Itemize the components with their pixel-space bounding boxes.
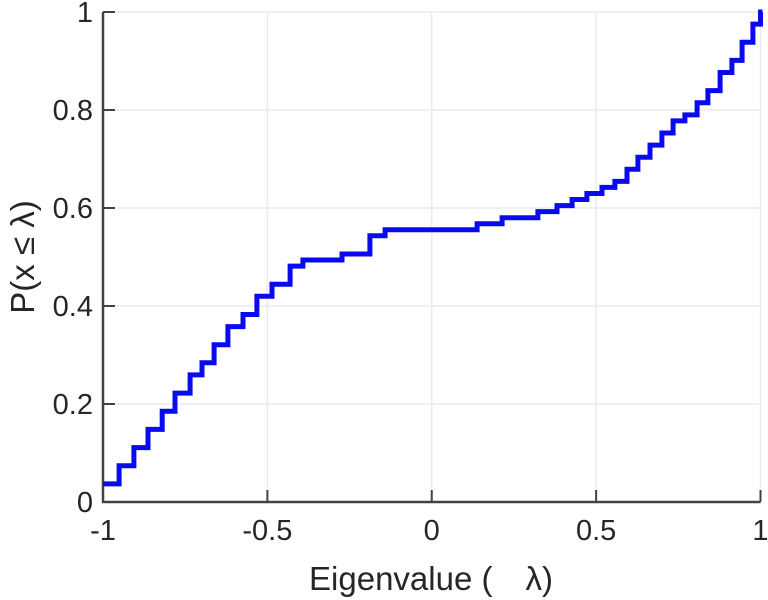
x-axis-label: Eigenvalue ( λ) [309, 560, 553, 597]
y-tick-label: 0.6 [53, 193, 93, 225]
x-tick-label: -0.5 [242, 515, 292, 547]
y-tick-label: 0.4 [53, 291, 93, 323]
gridlines [102, 11, 762, 503]
x-tick-label: 1 [752, 515, 768, 547]
cdf-stairs-line [103, 9, 763, 487]
y-tick-label: 0.2 [53, 389, 93, 421]
y-tick-label: 0.8 [53, 95, 93, 127]
tick-marks [102, 11, 762, 503]
y-axis-label: P(x ≤ λ) [4, 200, 41, 313]
y-tick-label: 0 [77, 487, 93, 519]
x-tick-label: 0.5 [576, 515, 616, 547]
x-tick-label: 0 [424, 515, 440, 547]
tick-labels: -1 -0.5 0 0.5 1 0 0.2 0.4 0.6 0.8 1 [53, 0, 768, 547]
x-tick-label: -1 [90, 515, 116, 547]
y-tick-label: 1 [77, 0, 93, 29]
